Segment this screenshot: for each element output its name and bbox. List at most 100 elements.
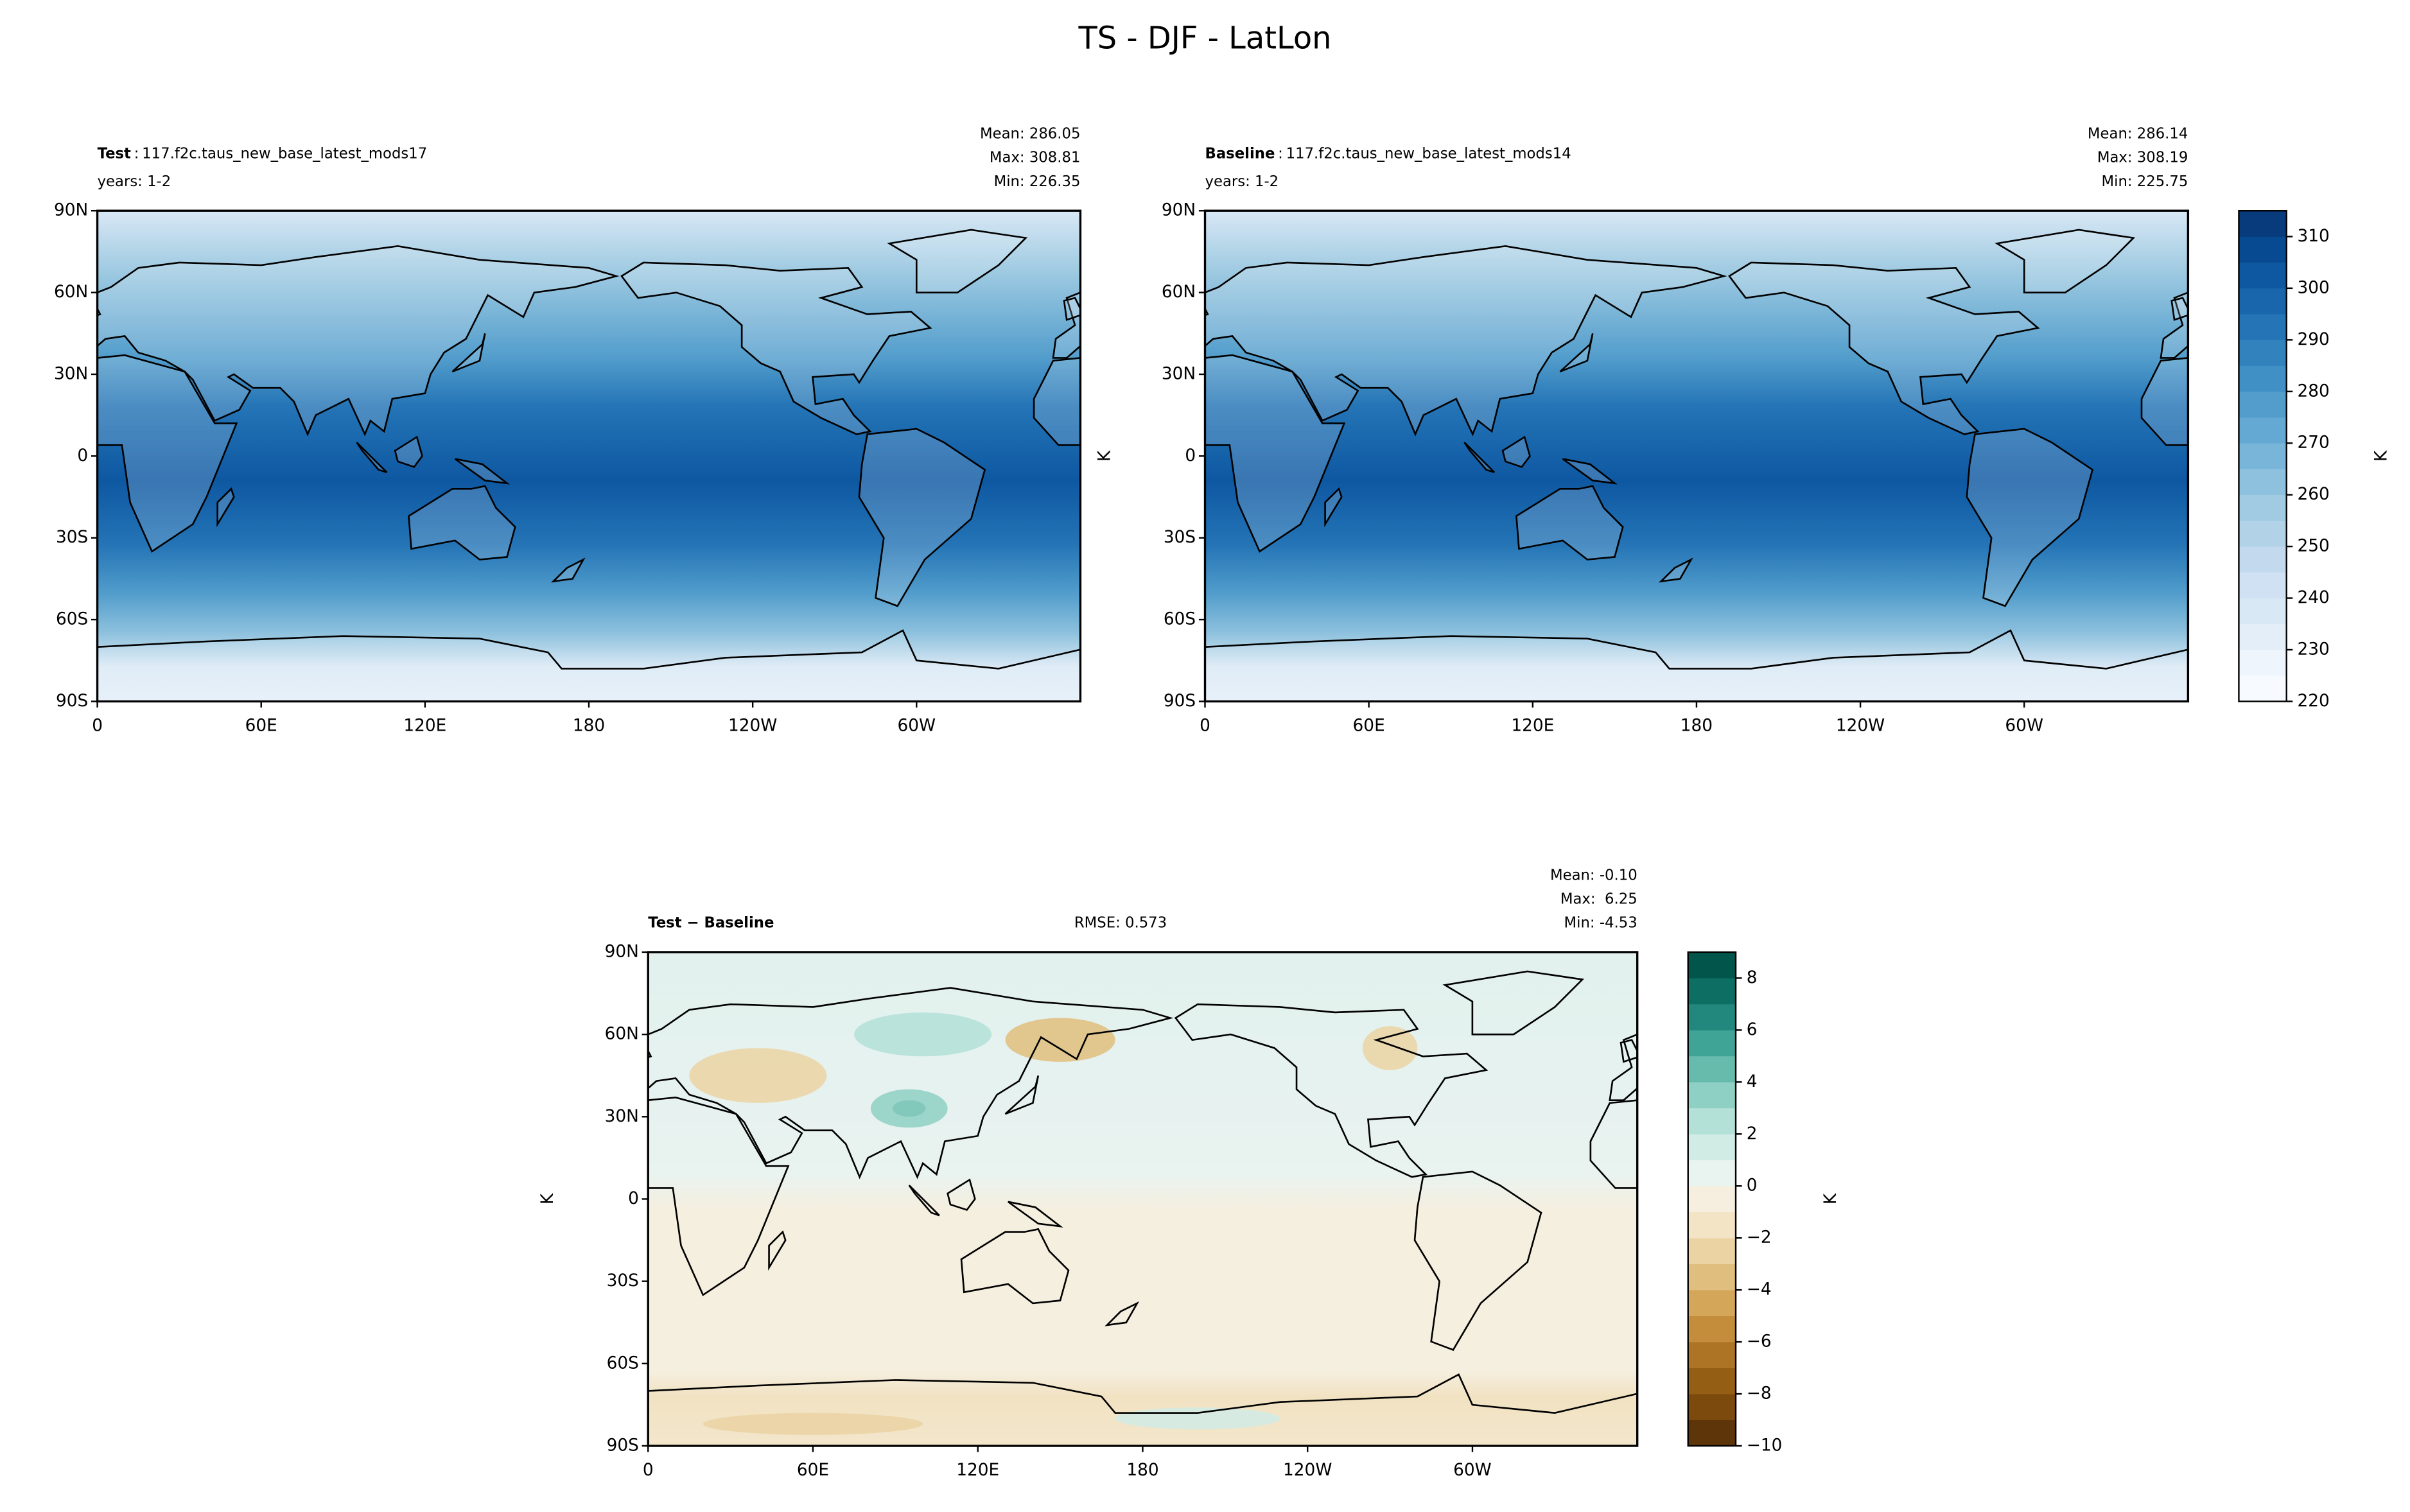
x-tick-label: 60W xyxy=(2005,716,2043,735)
colorbar-tick-label: 250 xyxy=(2297,537,2329,556)
colorbar-tick-label: 220 xyxy=(2297,691,2329,711)
x-tick-label: 60E xyxy=(797,1461,829,1480)
panel-years: years: 1-2 xyxy=(98,173,171,190)
coastline xyxy=(1620,1039,1637,1063)
x-tick-label: 60E xyxy=(245,716,277,735)
coastline xyxy=(1950,1229,2057,1303)
panel-stat: Max: 6.25 xyxy=(1560,891,1637,907)
x-tick-label: 180 xyxy=(1681,716,1713,735)
coastline xyxy=(1463,442,1496,473)
map-panel: 0 60E 120E 180 120W 60W 90N 60N 30N 0 30S 60S 90S K Ba… xyxy=(1095,126,2391,736)
coastline xyxy=(2160,291,2188,359)
y-tick-label: 0 xyxy=(628,1189,639,1208)
colorbar-segment xyxy=(1688,1081,1736,1109)
y-tick-label: 60S xyxy=(56,610,88,629)
colorbar-segment xyxy=(2239,365,2287,392)
coastline xyxy=(648,1373,1637,1446)
x-tick-label: 120W xyxy=(1283,1461,1332,1480)
x-tick-label: 120E xyxy=(1511,716,1554,735)
coastline xyxy=(356,442,388,473)
coastline xyxy=(1205,245,1727,437)
colorbar-tick-label: −6 xyxy=(1747,1332,1772,1351)
coastline xyxy=(1008,1201,1063,1228)
coastline xyxy=(216,487,235,528)
colorbar-label: K xyxy=(2372,450,2391,462)
colorbar-tick-label: 260 xyxy=(2297,485,2329,504)
coastline xyxy=(2404,1172,2410,1350)
panel-years: years: 1-2 xyxy=(1205,173,1279,190)
panel-stat: Mean: -0.10 xyxy=(1550,867,1637,883)
colorbar-segment xyxy=(2239,598,2287,625)
y-tick-label: 0 xyxy=(77,446,88,465)
y-tick-label: 90N xyxy=(1162,201,1196,220)
panel-label: Test − Baseline xyxy=(648,915,774,932)
colorbar-frame xyxy=(2238,210,2287,702)
coastline xyxy=(1052,291,1081,359)
colorbar-segment xyxy=(2239,675,2287,702)
coastline xyxy=(1501,435,1531,468)
x-tick-label: 0 xyxy=(1200,716,1210,735)
x-tick-label: 120E xyxy=(956,1461,999,1480)
coastline xyxy=(887,229,1028,293)
colorbar-segment xyxy=(1688,1368,1736,1395)
colorbar-tick-label: 2 xyxy=(1747,1124,1758,1143)
panel-label-name: Test − Baseline xyxy=(648,915,774,932)
coastline xyxy=(1174,1003,1489,1178)
coastline xyxy=(947,1178,976,1212)
y-tick-label: 60N xyxy=(1162,282,1196,302)
colorbar-segment xyxy=(2239,571,2287,598)
coastline xyxy=(454,458,511,485)
y-tick-label: 30S xyxy=(56,528,88,547)
figure-title: TS - DJF - LatLon xyxy=(1078,21,1331,56)
colorbar-tick-label: 230 xyxy=(2297,640,2329,659)
panel-stat: Min: -4.53 xyxy=(1564,915,1637,932)
x-tick-label: 180 xyxy=(1126,1461,1158,1480)
x-tick-label: 60E xyxy=(1353,716,1385,735)
panel-label-sep: : xyxy=(134,146,139,162)
colorbar-tick-label: 290 xyxy=(2297,330,2329,349)
x-tick-label: 60W xyxy=(1453,1461,1492,1480)
coastline xyxy=(97,629,1081,702)
coastline xyxy=(2165,1004,2410,1177)
map-area xyxy=(97,211,1081,702)
colorbar-segment xyxy=(2239,649,2287,676)
colorbar-tick-label: 310 xyxy=(2297,227,2329,246)
coastline xyxy=(858,428,986,607)
coastline xyxy=(1995,229,2136,293)
map-panel: 0 60E 120E 180 120W 60W 90N 60N 30N 0 30S 60S 90S K Te… xyxy=(538,867,2410,1480)
coastline xyxy=(1033,357,1081,446)
coastline xyxy=(1442,970,1584,1036)
colorbar-segment xyxy=(1688,1056,1736,1082)
coastline xyxy=(1937,1180,1964,1210)
colorbar-segment xyxy=(1688,1289,1736,1316)
coastline xyxy=(2140,357,2188,446)
colorbar-tick-label: −4 xyxy=(1747,1280,1772,1299)
panel-rmse: RMSE: 0.573 xyxy=(1074,915,1167,932)
coastline xyxy=(1898,1185,1928,1215)
colorbar-tick-label: −8 xyxy=(1747,1384,1772,1403)
colorbar-segment xyxy=(2239,210,2287,237)
colorbar-tick-label: 6 xyxy=(1747,1020,1758,1039)
y-tick-label: 30S xyxy=(607,1271,639,1290)
y-tick-label: 90N xyxy=(54,201,88,220)
colorbar-tick-label: 4 xyxy=(1747,1072,1758,1091)
coastline xyxy=(1559,333,1594,373)
coastline xyxy=(408,485,516,560)
colorbar-segment xyxy=(2239,262,2287,289)
colorbar-segment xyxy=(1688,1393,1736,1420)
coastline xyxy=(2096,1303,2126,1325)
colorbar-segment xyxy=(1688,1004,1736,1030)
coastline xyxy=(1966,428,2094,607)
colorbar-segment xyxy=(1688,1212,1736,1238)
y-tick-label: 0 xyxy=(1185,446,1196,465)
colorbar-segment xyxy=(1688,1237,1736,1265)
colorbar-segment xyxy=(2239,313,2287,340)
colorbar-segment xyxy=(2239,288,2287,315)
coastline xyxy=(97,354,238,553)
coastline xyxy=(1728,261,2040,435)
x-tick-label: 120E xyxy=(403,716,446,735)
coastline xyxy=(394,435,423,468)
panel-run: 117.f2c.taus_new_base_latest_mods17 xyxy=(142,146,427,162)
panel-stat: Min: 225.75 xyxy=(2101,173,2188,190)
y-tick-label: 90S xyxy=(1164,691,1196,711)
